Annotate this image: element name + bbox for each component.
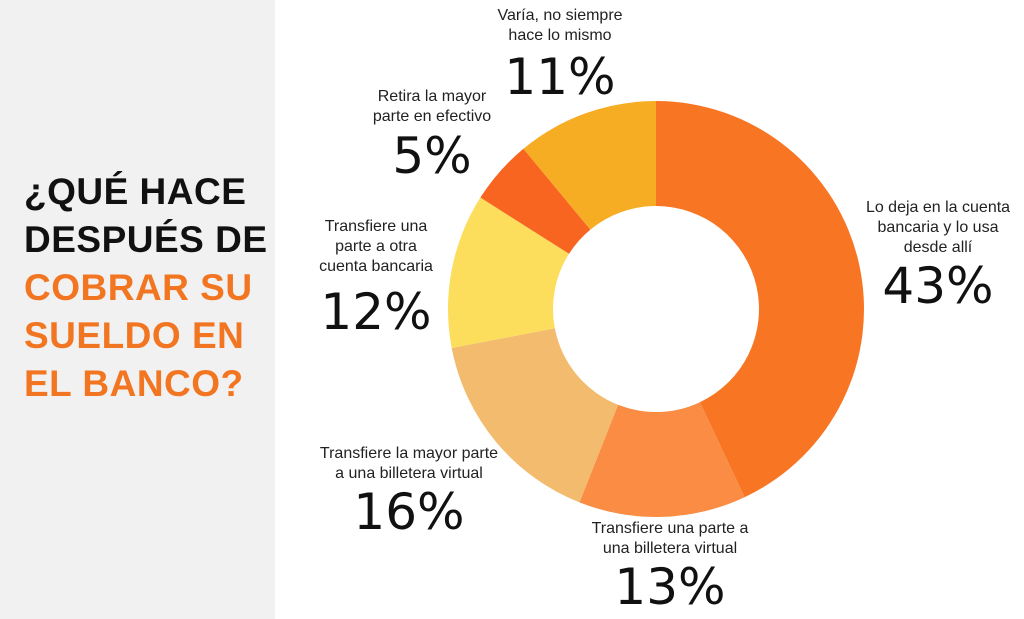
slice-label: Transfiere la mayor parte a una billetera… bbox=[320, 445, 498, 541]
title-line: EL BANCO? bbox=[24, 363, 244, 404]
slice-label-text: desde allí bbox=[904, 239, 973, 256]
slice-value-label: 16% bbox=[353, 483, 464, 541]
slice-label-text: parte en efectivo bbox=[373, 108, 491, 125]
donut-slice bbox=[480, 148, 591, 254]
slice-label-text: Transfiere la mayor parte bbox=[320, 445, 498, 462]
slice-label-text: Lo deja en la cuenta bbox=[866, 199, 1010, 216]
title-line: DESPUÉS DE bbox=[24, 219, 268, 260]
slice-label-text: hace lo mismo bbox=[508, 27, 611, 44]
title-line: SUELDO EN bbox=[24, 315, 245, 356]
slice-label-text: bancaria y lo usa bbox=[878, 219, 999, 236]
slice-label-text: Retira la mayor bbox=[378, 88, 487, 105]
slice-label: Lo deja en la cuenta bancaria y lo usa des… bbox=[866, 199, 1010, 315]
slice-label: Transfiere una parte a otra cuenta bancari… bbox=[319, 218, 433, 341]
title-line: COBRAR SU bbox=[24, 267, 253, 308]
slice-value-label: 43% bbox=[882, 257, 993, 315]
donut-slice bbox=[656, 101, 865, 498]
slice-value-label: 12% bbox=[320, 283, 431, 341]
donut-slice bbox=[579, 402, 745, 517]
slice-label-text: a una billetera virtual bbox=[335, 465, 483, 482]
slice-label-text: cuenta bancaria bbox=[319, 258, 433, 275]
slice-label-text: parte a otra bbox=[335, 238, 417, 255]
slice-value-label: 5% bbox=[392, 127, 471, 185]
chart-title: ¿QUÉ HACE DESPUÉS DE COBRAR SU SUELDO EN… bbox=[24, 168, 268, 408]
slice-label-text: Varía, no siempre bbox=[497, 7, 622, 24]
slice-label-text: una billetera virtual bbox=[603, 540, 737, 557]
donut-slice bbox=[451, 328, 619, 503]
donut-slice bbox=[523, 101, 656, 230]
slice-label-text: Transfiere una parte a bbox=[592, 520, 749, 537]
title-line: ¿QUÉ HACE bbox=[24, 171, 247, 212]
slice-label: Transfiere una parte a una billetera virt… bbox=[592, 520, 749, 616]
slice-label-text: Transfiere una bbox=[325, 218, 428, 235]
slice-label: Retira la mayor parte en efectivo 5% bbox=[373, 88, 491, 185]
donut-slice bbox=[448, 197, 570, 348]
slice-value-label: 13% bbox=[614, 558, 725, 616]
slice-label: Varía, no siempre hace lo mismo 11% bbox=[497, 7, 622, 106]
title-panel bbox=[0, 0, 275, 619]
slice-value-label: 11% bbox=[504, 48, 615, 106]
